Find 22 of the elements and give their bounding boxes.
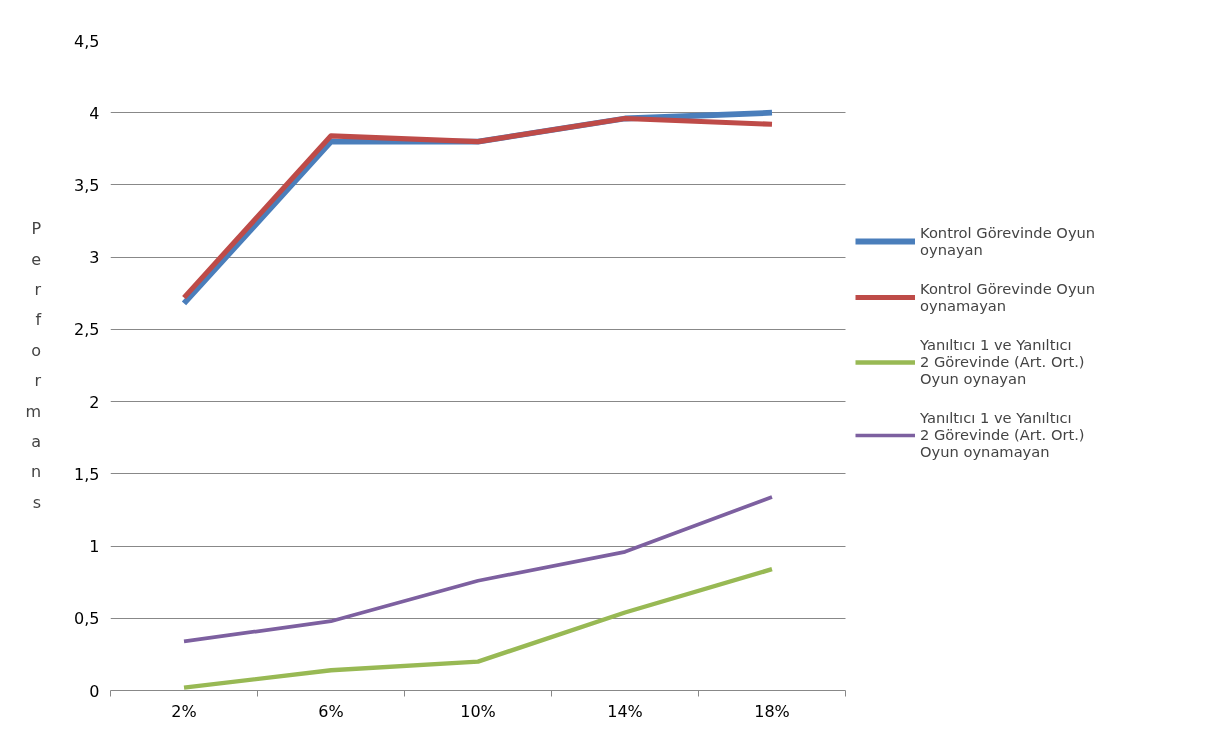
y-tick-label: 3,5: [74, 175, 100, 195]
y-tick-label: 4: [89, 103, 100, 123]
x-tick-label: 10%: [460, 701, 496, 721]
y-tick-label: 0,5: [74, 609, 100, 629]
x-tick-label: 18%: [754, 701, 790, 721]
y-tick-label: 0: [89, 681, 100, 701]
legend-label: Kontrol Görevinde Oyun oynamayan: [920, 280, 1096, 314]
legend-label: Kontrol Görevinde Oyun oynayan: [920, 224, 1096, 258]
x-tick-label: 2%: [171, 701, 197, 721]
line-series: [181, 566, 775, 690]
y-tick-label: 2: [89, 392, 100, 412]
x-tick-label: 6%: [318, 701, 344, 721]
y-tick-label: 1,5: [74, 464, 100, 484]
legend-label: Yanıltıcı 1 ve Yanıltıcı 2 Görevinde (Art. Ort.) Oyun oynamayan: [920, 409, 1085, 460]
line-series: [182, 495, 774, 644]
legend-label: Yanıltıcı 1 ve Yanıltıcı 2 Görevinde (Art. Ort.) Oyun oynayan: [920, 336, 1085, 387]
y-tick-label: 3: [89, 248, 100, 268]
y-tick-label: 4,5: [74, 31, 100, 51]
text: Performans: [25, 219, 42, 512]
y-tick-label: 2,5: [74, 320, 100, 340]
x-tick-label: 14%: [607, 701, 643, 721]
y-tick-label: 1: [89, 537, 100, 557]
